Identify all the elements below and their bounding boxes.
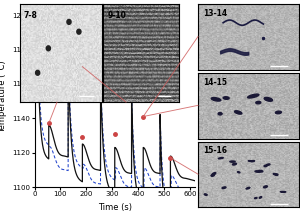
Text: 9-10: 9-10 bbox=[107, 11, 126, 20]
Ellipse shape bbox=[275, 174, 278, 175]
Ellipse shape bbox=[256, 101, 261, 104]
Ellipse shape bbox=[235, 111, 242, 114]
Ellipse shape bbox=[204, 194, 207, 195]
Ellipse shape bbox=[264, 165, 267, 167]
Ellipse shape bbox=[223, 97, 229, 99]
Ellipse shape bbox=[275, 111, 281, 114]
Ellipse shape bbox=[264, 186, 267, 188]
Ellipse shape bbox=[222, 187, 226, 189]
Ellipse shape bbox=[264, 97, 272, 101]
Circle shape bbox=[46, 46, 50, 51]
Ellipse shape bbox=[238, 172, 240, 173]
Ellipse shape bbox=[273, 174, 278, 175]
Y-axis label: Temperature (°C): Temperature (°C) bbox=[0, 60, 7, 133]
Text: 14-15: 14-15 bbox=[203, 78, 227, 87]
Ellipse shape bbox=[254, 198, 257, 199]
Text: 15-16: 15-16 bbox=[203, 146, 227, 155]
Ellipse shape bbox=[218, 113, 222, 115]
Text: 7-8: 7-8 bbox=[24, 11, 38, 20]
Circle shape bbox=[67, 20, 71, 24]
Ellipse shape bbox=[246, 187, 250, 189]
Ellipse shape bbox=[280, 191, 286, 192]
Ellipse shape bbox=[266, 164, 270, 165]
Ellipse shape bbox=[212, 173, 216, 175]
Ellipse shape bbox=[255, 171, 260, 172]
Circle shape bbox=[77, 29, 81, 34]
Ellipse shape bbox=[232, 163, 236, 165]
Circle shape bbox=[36, 70, 40, 75]
Ellipse shape bbox=[218, 158, 223, 159]
Text: 13-14: 13-14 bbox=[203, 9, 227, 18]
Ellipse shape bbox=[259, 170, 263, 172]
Ellipse shape bbox=[259, 197, 262, 198]
Ellipse shape bbox=[251, 161, 255, 162]
Ellipse shape bbox=[211, 98, 221, 101]
Ellipse shape bbox=[211, 175, 214, 176]
X-axis label: Time (s): Time (s) bbox=[98, 203, 132, 212]
Ellipse shape bbox=[230, 161, 235, 162]
Ellipse shape bbox=[248, 94, 259, 98]
